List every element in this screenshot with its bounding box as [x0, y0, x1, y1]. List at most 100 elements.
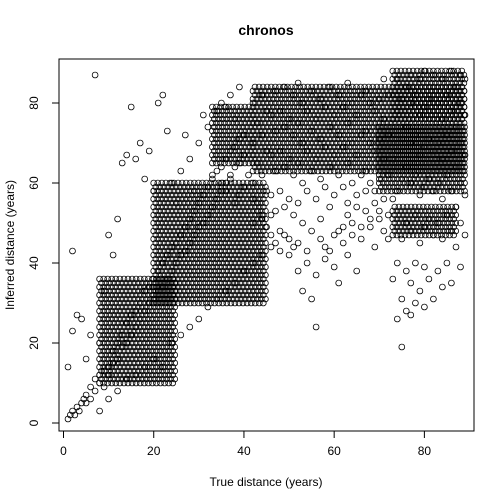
- data-point: [154, 219, 162, 227]
- data-point: [375, 179, 383, 187]
- data-point: [178, 267, 186, 275]
- data-point: [241, 223, 249, 231]
- data-point: [215, 275, 223, 283]
- data-point: [390, 135, 397, 143]
- data-point: [151, 375, 158, 383]
- data-point: [389, 91, 397, 99]
- data-point: [187, 219, 194, 227]
- data-point: [273, 127, 281, 135]
- data-point: [399, 227, 407, 235]
- data-point: [150, 227, 158, 235]
- data-point: [377, 167, 385, 175]
- data-point: [229, 247, 237, 255]
- data-point: [132, 371, 140, 379]
- data-point: [150, 187, 158, 195]
- data-point: [243, 123, 251, 131]
- data-point: [132, 379, 140, 387]
- data-point: [124, 339, 132, 347]
- data-point: [227, 175, 234, 183]
- data-point: [428, 87, 435, 95]
- data-point: [391, 79, 399, 87]
- data-point: [243, 283, 251, 291]
- data-point: [300, 147, 308, 155]
- data-point: [384, 131, 391, 139]
- data-point: [328, 163, 336, 171]
- data-point: [116, 371, 124, 379]
- data-point: [388, 187, 395, 195]
- data-point: [288, 83, 295, 91]
- data-point: [383, 103, 391, 111]
- data-point: [456, 111, 464, 119]
- data-point: [338, 87, 346, 95]
- data-point: [243, 131, 251, 139]
- data-point: [122, 343, 130, 351]
- data-point: [255, 163, 263, 171]
- data-point: [391, 227, 399, 235]
- data-point: [153, 323, 160, 331]
- data-point: [126, 343, 134, 351]
- data-point: [247, 123, 255, 131]
- data-point: [128, 371, 136, 379]
- data-point: [392, 163, 399, 171]
- data-point: [151, 303, 158, 311]
- data-point: [203, 275, 210, 283]
- data-point: [320, 147, 328, 155]
- data-point: [416, 119, 423, 127]
- data-point: [267, 131, 275, 139]
- data-point: [223, 131, 230, 139]
- data-point: [257, 295, 265, 303]
- data-point: [273, 87, 281, 95]
- data-point: [448, 95, 456, 103]
- data-point: [262, 271, 269, 279]
- data-point: [432, 163, 440, 171]
- data-point: [436, 227, 443, 235]
- data-point: [446, 151, 454, 159]
- data-point: [417, 115, 425, 123]
- data-point: [430, 223, 437, 231]
- data-point: [394, 151, 401, 159]
- data-point: [353, 147, 360, 155]
- data-point: [367, 111, 375, 119]
- data-point: [340, 107, 348, 115]
- data-point: [342, 119, 350, 127]
- data-point: [134, 311, 142, 319]
- data-point: [199, 227, 206, 235]
- data-point: [397, 115, 405, 123]
- data-point: [241, 215, 249, 223]
- data-point: [239, 187, 247, 195]
- data-point: [397, 215, 405, 223]
- data-point: [330, 87, 338, 95]
- data-point: [302, 151, 310, 159]
- data-point: [215, 291, 223, 299]
- data-point: [263, 187, 270, 195]
- data-point: [418, 127, 426, 135]
- data-point: [347, 119, 354, 127]
- data-point: [172, 255, 180, 263]
- data-point: [423, 95, 431, 103]
- data-point: [217, 119, 224, 127]
- data-point: [373, 163, 381, 171]
- data-point: [229, 183, 237, 191]
- data-point: [237, 199, 245, 207]
- data-point: [251, 147, 259, 155]
- data-point: [157, 371, 164, 379]
- data-point: [170, 211, 178, 219]
- data-point: [257, 143, 265, 151]
- data-point: [157, 347, 164, 355]
- data-point: [375, 127, 383, 135]
- data-point: [298, 159, 306, 167]
- data-point: [448, 87, 456, 95]
- data-point: [237, 255, 245, 263]
- data-point: [141, 355, 148, 363]
- data-point: [430, 127, 438, 135]
- data-point: [407, 227, 415, 235]
- data-point: [170, 251, 178, 259]
- data-point: [152, 263, 160, 271]
- data-point: [284, 163, 291, 171]
- x-axis-label: True distance (years): [210, 475, 323, 489]
- data-point: [201, 231, 208, 239]
- data-point: [261, 103, 269, 111]
- data-point: [384, 139, 391, 147]
- data-point: [324, 163, 332, 171]
- data-point: [262, 231, 269, 239]
